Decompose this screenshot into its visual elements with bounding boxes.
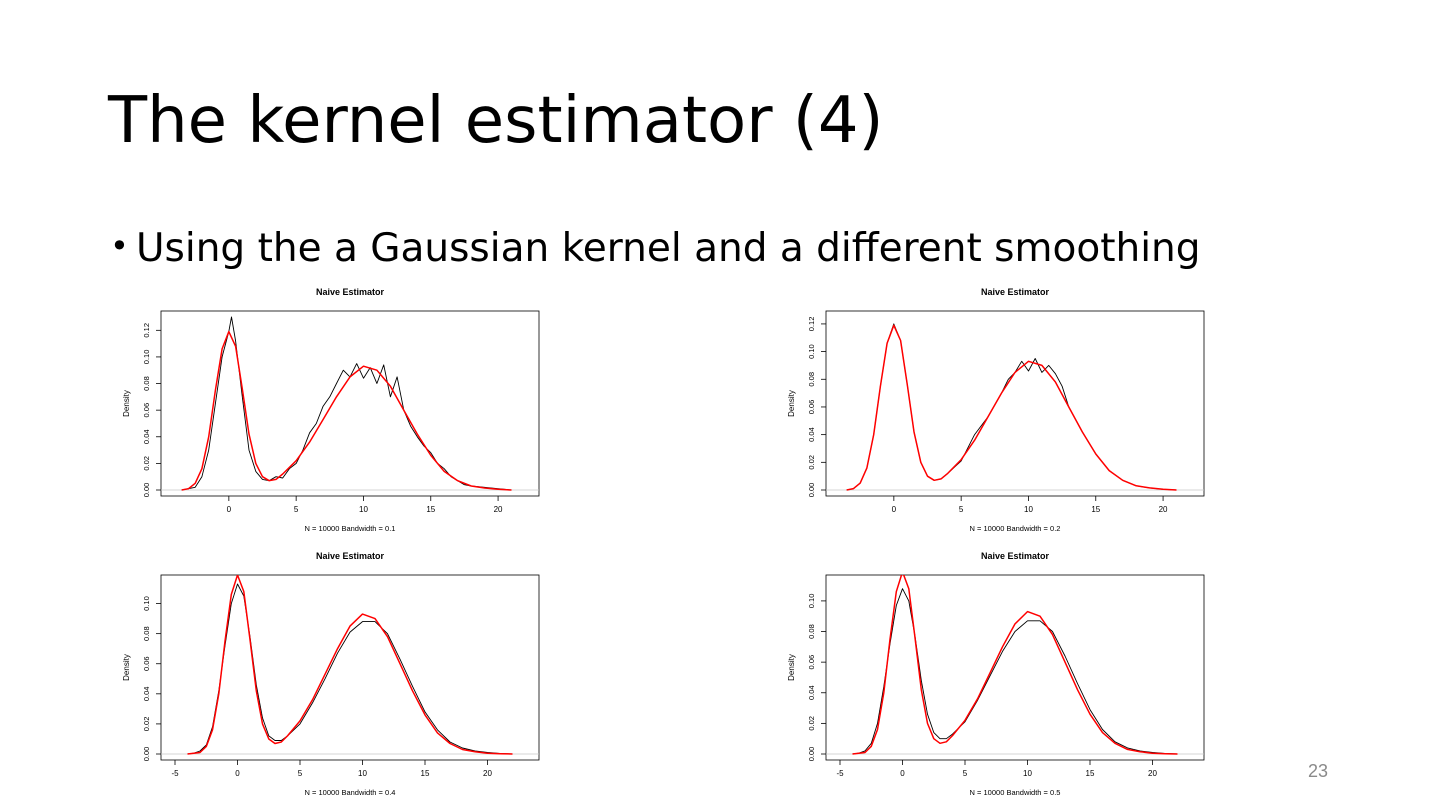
plot-frame xyxy=(160,310,540,497)
density-plot-2: Naive Estimator 0 5 10 15 20 0.00 0.02 0.04 0.06 0… xyxy=(775,282,1225,537)
y-tick-label: 0.00 xyxy=(142,747,151,762)
y-tick-label: 0.00 xyxy=(807,747,816,762)
y-tick-label: 0.04 xyxy=(142,687,151,702)
naive-density-line xyxy=(187,583,513,755)
y-axis-label: Density xyxy=(122,654,131,681)
x-tick-label: 15 xyxy=(426,505,435,514)
density-plot-4: Naive Estimator -5 0 5 10 15 20 0.00 0.02 0.04 0.0… xyxy=(775,546,1225,801)
x-tick-label: 10 xyxy=(358,769,367,778)
y-tick-label: 0.10 xyxy=(142,596,151,611)
x-axis-label: N = 10000 Bandwidth = 0.1 xyxy=(305,524,396,533)
x-axis-label: N = 10000 Bandwidth = 0.2 xyxy=(970,524,1061,533)
x-tick-label: 0 xyxy=(892,505,897,514)
x-tick-label: 0 xyxy=(235,769,240,778)
y-tick-label: 0.10 xyxy=(807,594,816,609)
plot-frame xyxy=(160,574,540,761)
y-tick-label: 0.04 xyxy=(807,685,816,700)
plot-title: Naive Estimator xyxy=(981,287,1050,297)
y-tick-label: 0.08 xyxy=(142,376,151,391)
x-tick-label: 20 xyxy=(483,769,492,778)
density-plot-1: Naive Estimator 0 5 10 15 20 0.00 0.02 0.04 0.06 0… xyxy=(110,282,560,537)
slide-title: The kernel estimator (4) xyxy=(108,84,884,158)
y-tick-label: 0.00 xyxy=(807,483,816,498)
y-tick-label: 0.04 xyxy=(142,429,151,444)
naive-density-line xyxy=(846,323,1177,491)
y-tick-label: 0.12 xyxy=(807,317,816,332)
gaussian-density-line xyxy=(846,324,1177,491)
density-plot-svg: Naive Estimator 0 5 10 15 20 0.00 0.02 0.04 0.06 0… xyxy=(122,287,540,533)
y-axis-label: Density xyxy=(787,390,796,417)
plot-title: Naive Estimator xyxy=(316,551,385,561)
y-tick-label: 0.06 xyxy=(807,655,816,670)
x-tick-label: 10 xyxy=(359,505,368,514)
x-tick-label: 5 xyxy=(963,769,968,778)
bullet-text: Using the a Gaussian kernel and a differ… xyxy=(136,226,1201,271)
bullet-point: • Using the a Gaussian kernel and a diffe… xyxy=(110,226,1201,271)
x-tick-label: 20 xyxy=(1148,769,1157,778)
y-axis-label: Density xyxy=(787,654,796,681)
y-tick-label: 0.10 xyxy=(807,344,816,359)
y-tick-label: 0.08 xyxy=(807,372,816,387)
x-tick-label: 5 xyxy=(298,769,303,778)
y-tick-label: 0.02 xyxy=(142,717,151,732)
gaussian-density-line xyxy=(181,330,512,491)
y-tick-label: 0.08 xyxy=(142,626,151,641)
plot-title: Naive Estimator xyxy=(981,551,1050,561)
naive-density-line xyxy=(852,588,1178,755)
y-tick-label: 0.08 xyxy=(807,624,816,639)
x-tick-label: 20 xyxy=(494,505,503,514)
gaussian-density-line xyxy=(852,575,1178,755)
x-tick-label: 15 xyxy=(1086,769,1095,778)
y-tick-label: 0.02 xyxy=(807,716,816,731)
x-tick-label: 20 xyxy=(1159,505,1168,514)
y-tick-label: 0.10 xyxy=(142,350,151,365)
x-tick-label: 5 xyxy=(294,505,299,514)
y-tick-label: 0.04 xyxy=(807,427,816,442)
plot-frame xyxy=(825,574,1205,761)
x-tick-label: 5 xyxy=(959,505,964,514)
density-plot-svg: Naive Estimator 0 5 10 15 20 0.00 0.02 0.04 0.06 0… xyxy=(787,287,1205,533)
density-plot-svg: Naive Estimator -5 0 5 10 15 20 0.00 0.02 0.04 0.0… xyxy=(122,551,540,797)
x-tick-label: 15 xyxy=(1091,505,1100,514)
page-number: 23 xyxy=(1308,761,1329,781)
y-tick-label: 0.00 xyxy=(142,483,151,498)
bullet-icon: • xyxy=(110,227,129,265)
naive-density-line xyxy=(181,316,512,491)
y-axis-label: Density xyxy=(122,390,131,417)
y-tick-label: 0.06 xyxy=(142,656,151,671)
x-tick-label: 15 xyxy=(421,769,430,778)
x-tick-label: 10 xyxy=(1024,505,1033,514)
x-tick-label: -5 xyxy=(836,769,844,778)
plot-frame xyxy=(825,310,1205,497)
x-tick-label: 0 xyxy=(900,769,905,778)
y-tick-label: 0.12 xyxy=(142,323,151,338)
y-tick-label: 0.02 xyxy=(807,455,816,470)
y-tick-label: 0.06 xyxy=(807,400,816,415)
density-plot-3: Naive Estimator -5 0 5 10 15 20 0.00 0.02 0.04 0.0… xyxy=(110,546,560,801)
x-tick-label: -5 xyxy=(171,769,179,778)
y-tick-label: 0.06 xyxy=(142,403,151,418)
x-axis-label: N = 10000 Bandwidth = 0.5 xyxy=(970,788,1061,797)
x-axis-label: N = 10000 Bandwidth = 0.4 xyxy=(305,788,396,797)
gaussian-density-line xyxy=(187,575,513,755)
x-tick-label: 10 xyxy=(1023,769,1032,778)
y-tick-label: 0.02 xyxy=(142,456,151,471)
density-plot-svg: Naive Estimator -5 0 5 10 15 20 0.00 0.02 0.04 0.0… xyxy=(787,551,1205,797)
plot-title: Naive Estimator xyxy=(316,287,385,297)
x-tick-label: 0 xyxy=(227,505,232,514)
